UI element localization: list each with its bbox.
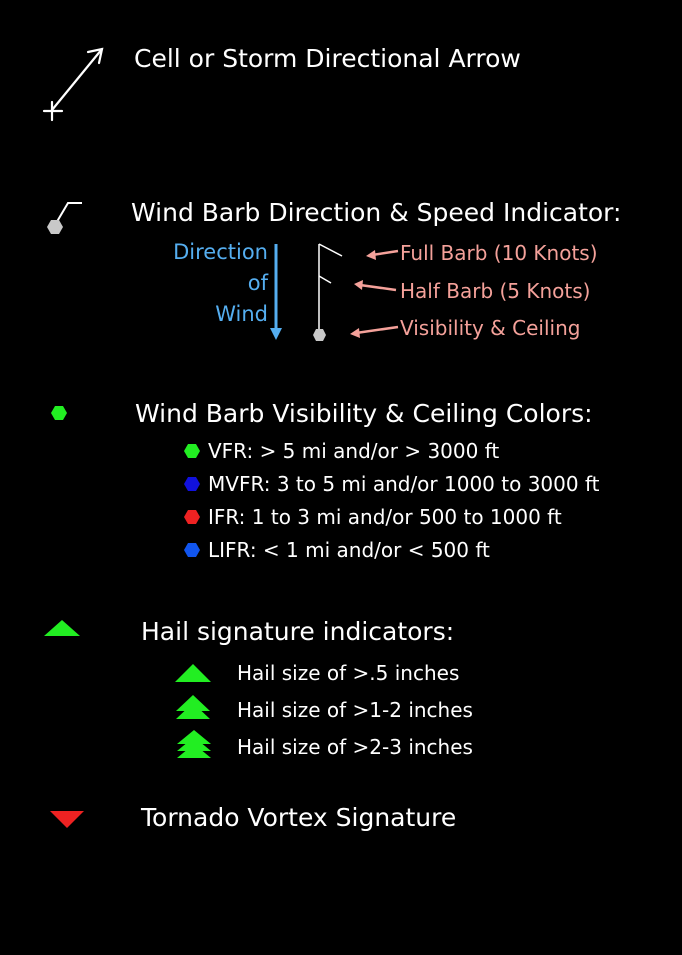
hail-label: Hail signature indicators: bbox=[141, 617, 455, 646]
direction-of-wind-line-1: Direction bbox=[173, 240, 268, 264]
storm-arrow-label: Cell or Storm Directional Arrow bbox=[134, 44, 521, 73]
visibility-colors-label: Wind Barb Visibility & Ceiling Colors: bbox=[135, 399, 593, 428]
wind-barb-label: Wind Barb Direction & Speed Indicator: bbox=[131, 198, 622, 227]
mvfr-item: MVFR: 3 to 5 mi and/or 1000 to 3000 ft bbox=[208, 472, 600, 496]
half-barb-label: Half Barb (5 Knots) bbox=[400, 279, 591, 303]
hail-item-small: Hail size of >.5 inches bbox=[237, 661, 460, 685]
direction-of-wind-line-2: of bbox=[247, 271, 268, 295]
vfr-item: VFR: > 5 mi and/or > 3000 ft bbox=[208, 439, 500, 463]
full-barb-label: Full Barb (10 Knots) bbox=[400, 241, 598, 265]
visibility-ceiling-label: Visibility & Ceiling bbox=[400, 316, 581, 340]
hail-item-medium: Hail size of >1-2 inches bbox=[237, 698, 473, 722]
lifr-item: LIFR: < 1 mi and/or < 500 ft bbox=[208, 538, 490, 562]
tornado-label: Tornado Vortex Signature bbox=[141, 803, 457, 832]
direction-of-wind-line-3: Wind bbox=[215, 302, 268, 326]
hail-item-large: Hail size of >2-3 inches bbox=[237, 735, 473, 759]
ifr-item: IFR: 1 to 3 mi and/or 500 to 1000 ft bbox=[208, 505, 562, 529]
